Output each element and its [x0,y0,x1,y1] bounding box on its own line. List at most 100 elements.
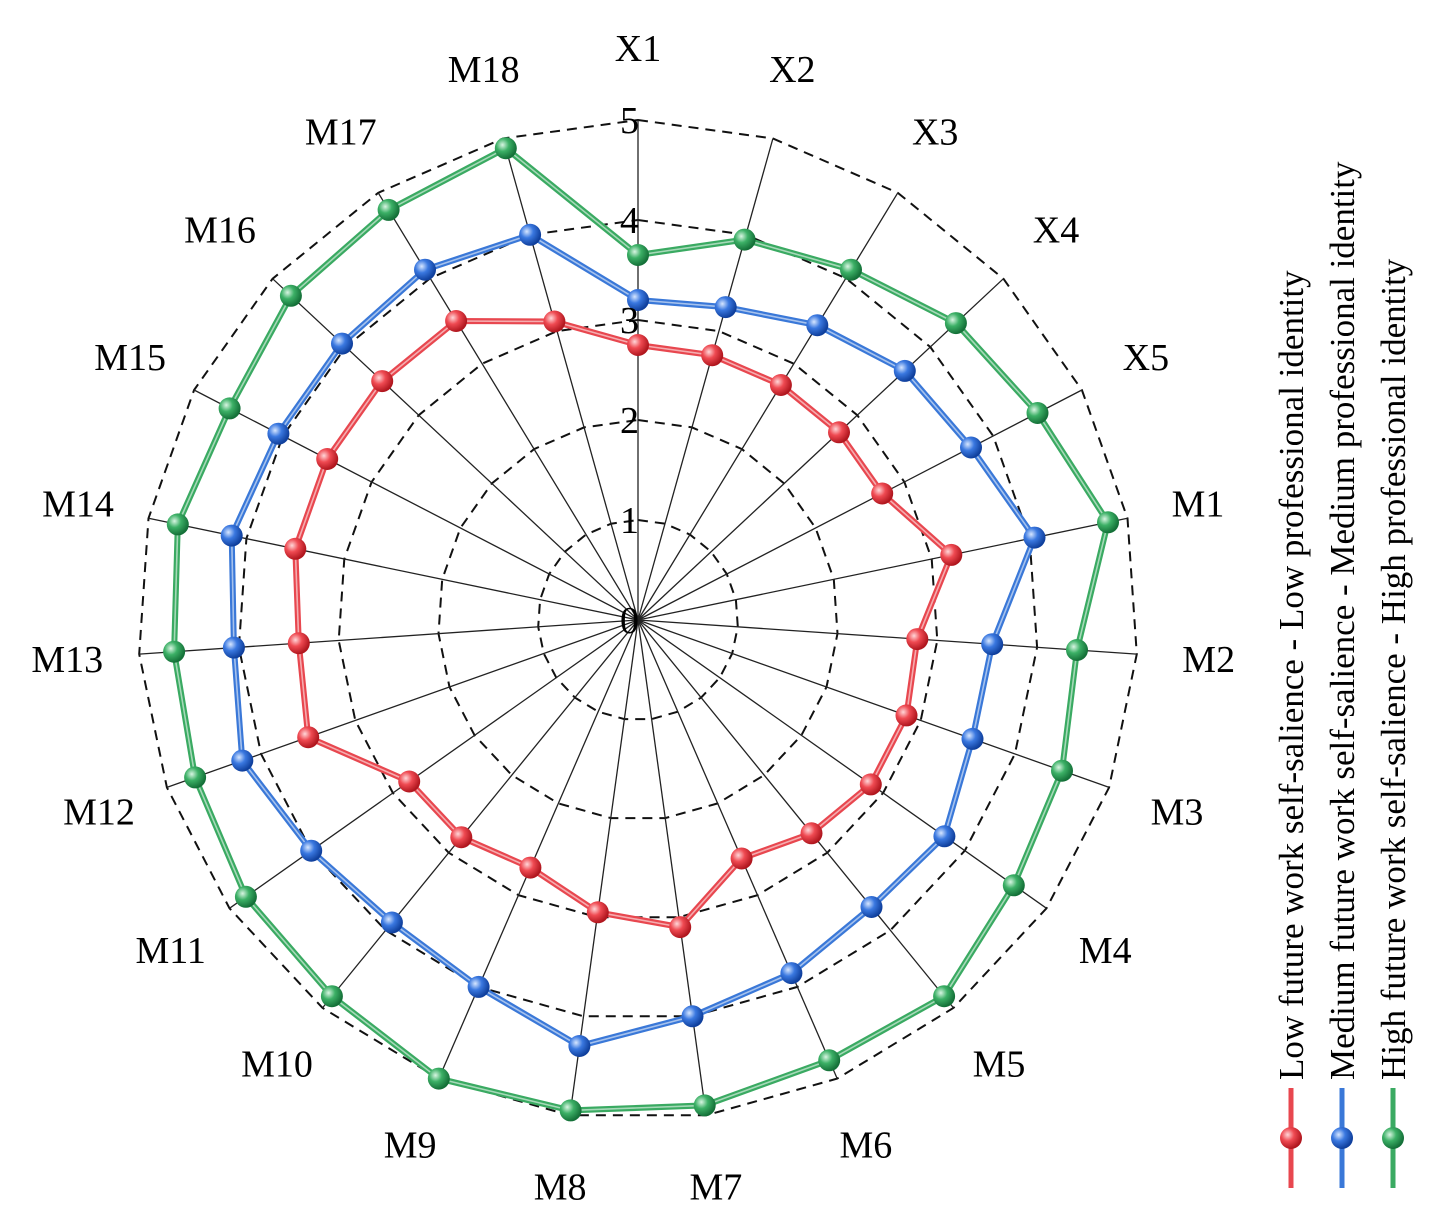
axis-label-M1: M1 [1172,484,1225,526]
series-2-point-M4 [933,825,956,848]
grid-ring-2 [437,418,839,820]
series-3 [163,137,1119,1122]
series-3-point-X1 [627,244,649,266]
grid-ring-1 [537,518,739,721]
spoke-M10 [321,619,639,1009]
series-2-point-X4 [893,359,916,382]
axis-label-X4: X4 [1033,210,1079,252]
series-2-point-X5 [960,436,982,459]
series-1-point-M15 [316,448,339,470]
series-1-point-X1 [627,334,649,356]
axis-label-M16: M16 [184,210,256,252]
series-2-point-M13 [222,636,245,659]
series-2-point-X3 [806,314,829,337]
series-3-point-M13 [163,640,186,663]
series-2-point-M15 [267,422,290,445]
series-1-point-M3 [895,704,918,727]
axis-label-M18: M18 [448,49,520,91]
series-3-point-M18 [494,137,517,160]
series-2-point-M10 [380,911,403,934]
spoke-X3 [637,192,899,621]
axis-label-X2: X2 [769,49,815,91]
axis-label-M5: M5 [973,1044,1026,1086]
tick-label-2: 2 [620,400,639,442]
spoke-M16 [272,278,639,621]
series-2-point-M18 [519,223,542,246]
series-3-point-M4 [1002,874,1025,897]
series-2-point-M1 [1023,526,1046,549]
series-3-point-X5 [1026,402,1049,424]
series-1-point-X3 [769,374,792,396]
series-2-point-M7 [681,1005,704,1028]
legend-label-1: Low future work self-salience - Low prof… [1272,270,1311,1080]
legend-marker-3 [1382,1127,1404,1149]
grid-ring-4 [237,218,1039,1018]
series-1-point-M9 [519,856,542,879]
series-3-point-M16 [279,284,302,307]
series-1-point-M1 [940,543,963,566]
series-1-point-M18 [543,310,566,333]
series-1-point-M13 [287,632,310,655]
series-2-point-X2 [714,296,737,319]
spoke-M2 [637,619,1137,655]
axis-label-M13: M13 [31,639,103,681]
series-1-point-X2 [701,344,724,367]
series-1-point-M16 [371,370,394,393]
tick-label-0: 0 [620,600,639,642]
axis-label-X1: X1 [615,28,661,70]
series-2-point-M11 [300,839,323,862]
axis-label-X5: X5 [1123,337,1169,379]
series-3-point-M6 [818,1049,841,1072]
spoke-X5 [637,389,1083,621]
series-3-point-M11 [234,885,257,908]
series-3-point-M12 [184,766,207,789]
series-2-point-M14 [220,524,243,547]
spoke-M8 [569,619,639,1116]
spoke-M18 [502,138,639,621]
series-2-line-highlight [230,234,1036,1047]
series-1-point-M10 [450,826,473,849]
spoke-M3 [637,619,1110,789]
spoke-M7 [637,619,707,1116]
axis-label-M9: M9 [384,1125,437,1167]
spoke-X2 [637,138,774,621]
series-2-point-M2 [981,633,1004,656]
series-2-point-M9 [467,975,490,998]
series-3-point-M10 [320,985,343,1008]
spoke-M5 [637,619,955,1009]
axis-label-M10: M10 [241,1044,313,1086]
series-2-point-M12 [231,749,254,772]
series-3-point-M9 [427,1067,450,1090]
legend-marker-2 [1331,1127,1353,1149]
spoke-M4 [637,619,1047,909]
axis-label-M7: M7 [690,1167,743,1209]
series-2-point-M16 [331,332,353,355]
series-1-line-highlight [294,320,953,928]
legend-item-3: High future work self-salience - High pr… [1374,258,1413,1188]
spoke-M9 [438,619,639,1079]
axis-label-M11: M11 [136,930,206,972]
series-1-point-M12 [297,726,320,749]
legend-marker-1 [1280,1127,1302,1149]
series-3-line-highlight [173,147,1109,1112]
axis-label-M4: M4 [1079,930,1132,972]
axis-label-M6: M6 [840,1125,893,1167]
axis-label-M12: M12 [63,792,135,834]
series-3-point-M14 [166,513,189,536]
series-3-point-M15 [218,397,241,420]
axis-label-M17: M17 [305,111,377,153]
axis-label-M14: M14 [42,484,114,526]
spoke-M17 [377,192,639,621]
series-3-point-M1 [1097,511,1119,534]
spoke-M11 [229,619,639,909]
series-3-point-X3 [840,258,862,281]
series-1-point-M7 [669,916,692,939]
axis-label-M15: M15 [94,337,166,379]
axis-label-M3: M3 [1151,792,1204,834]
tick-label-3: 3 [620,300,639,342]
series-3-point-X4 [944,312,967,335]
axis-label-M8: M8 [534,1167,587,1209]
series-1-point-X5 [871,482,894,505]
legend: Low future work self-salience - Low prof… [1272,161,1413,1188]
